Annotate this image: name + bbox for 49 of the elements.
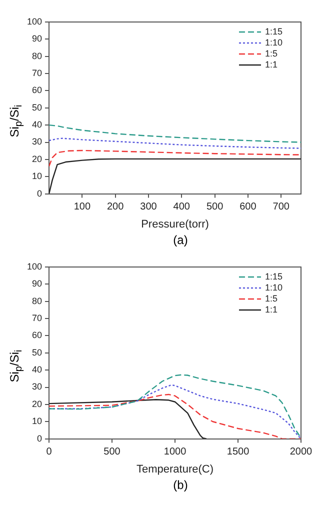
x-tick-label: 700 bbox=[272, 202, 290, 213]
legend-label: 1:1 bbox=[265, 304, 278, 314]
x-tick-label: 500 bbox=[104, 446, 121, 458]
y-tick-label: 20 bbox=[32, 154, 42, 164]
x-axis-title: Temperature(C) bbox=[136, 463, 214, 476]
legend-label: 1:10 bbox=[265, 282, 283, 292]
line-series bbox=[49, 150, 301, 167]
x-tick-label: 1500 bbox=[226, 446, 250, 458]
y-tick-label: 0 bbox=[37, 433, 42, 444]
x-tick-label: 2000 bbox=[290, 446, 313, 458]
y-tick-label: 0 bbox=[37, 188, 42, 198]
x-tick-label: 1000 bbox=[164, 446, 187, 458]
x-axis-title: Pressure(torr) bbox=[141, 218, 209, 230]
y-tick-label: 90 bbox=[32, 34, 42, 44]
y-tick-label: 40 bbox=[32, 120, 42, 130]
line-series bbox=[49, 138, 301, 149]
line-series bbox=[49, 124, 301, 143]
x-tick-label: 100 bbox=[74, 202, 91, 213]
legend-label: 1:1 bbox=[265, 59, 278, 70]
y-tick-label: 70 bbox=[32, 68, 42, 78]
x-tick-label: 0 bbox=[46, 446, 52, 458]
x-tick-label: 400 bbox=[173, 202, 190, 213]
y-tick-label: 70 bbox=[32, 313, 42, 324]
y-tick-label: 80 bbox=[32, 296, 42, 306]
y-tick-label: 30 bbox=[32, 136, 42, 147]
y-tick-label: 60 bbox=[32, 85, 42, 96]
y-tick-label: 50 bbox=[32, 102, 42, 112]
y-tick-label: 40 bbox=[32, 364, 42, 375]
y-tick-label: 80 bbox=[32, 50, 42, 61]
legend-label: 1:10 bbox=[265, 37, 283, 48]
y-tick-label: 100 bbox=[26, 16, 42, 26]
legend-label: 1:5 bbox=[265, 48, 278, 58]
legend-label: 1:15 bbox=[265, 26, 283, 36]
text: (b) bbox=[172, 478, 189, 492]
y-tick-label: 60 bbox=[32, 330, 42, 340]
y-tick-label: 50 bbox=[32, 347, 42, 358]
legend-label: 1:15 bbox=[265, 271, 283, 282]
y-tick-label: 100 bbox=[26, 261, 42, 272]
y-tick-label: 30 bbox=[32, 382, 42, 392]
y-tick-label: 20 bbox=[32, 398, 42, 409]
legend-label: 1:5 bbox=[265, 293, 278, 304]
text: (a) bbox=[172, 233, 189, 247]
y-tick-label: 90 bbox=[32, 278, 42, 289]
y-tick-label: 10 bbox=[32, 171, 42, 182]
x-tick-label: 500 bbox=[206, 202, 224, 213]
x-tick-label: 300 bbox=[140, 202, 158, 213]
y-tick-label: 10 bbox=[32, 416, 42, 426]
x-tick-label: 200 bbox=[106, 202, 124, 213]
x-tick-label: 600 bbox=[240, 202, 257, 213]
